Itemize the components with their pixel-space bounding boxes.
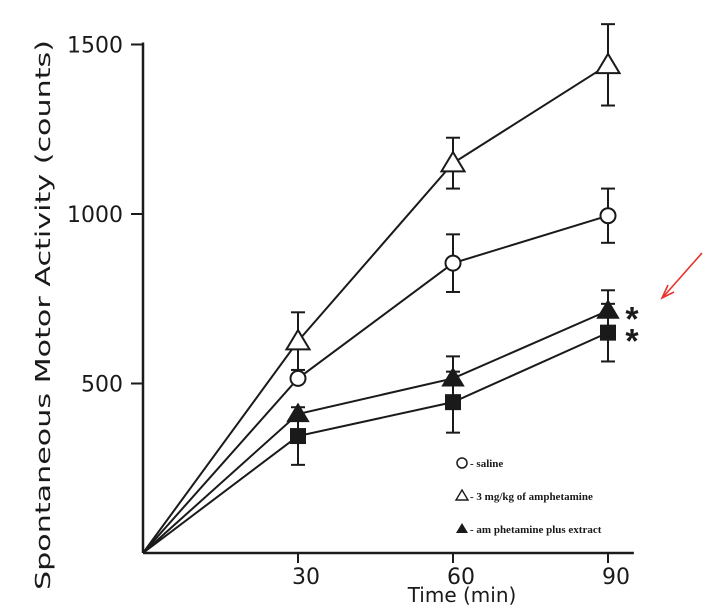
data-point [441, 366, 465, 387]
x-tick-label: 60 [447, 565, 475, 590]
legend-marker [456, 523, 468, 533]
series-line [142, 214, 609, 554]
x-tick-label: 90 [602, 565, 630, 590]
series-line [142, 63, 609, 554]
y-axis-title: Spontaneous Motor Activity (counts) [31, 40, 55, 590]
legend-label: - am phetamine plus extract [470, 524, 602, 536]
legend-item: - am phetamine plus extract [456, 523, 602, 536]
data-point [286, 402, 310, 423]
annotation-arrow-line [663, 252, 703, 297]
data-point [600, 324, 616, 341]
series-line [142, 331, 609, 554]
data-point [290, 428, 306, 445]
y-tick-label: 1500 [67, 34, 123, 59]
annotation-arrow-head [660, 284, 675, 300]
legend-label: - saline [470, 458, 503, 470]
x-axis-title: Time (min) [407, 583, 517, 607]
annotation-layer: ** [625, 252, 703, 361]
data-point [289, 369, 307, 387]
data-point [445, 394, 461, 411]
legend-layer: - saline - 3 mg/kg of amphetamine - am phe… [454, 457, 602, 536]
series-line [142, 309, 609, 554]
data-point [284, 328, 312, 351]
data-point [599, 207, 617, 225]
legend-marker [454, 488, 470, 501]
y-tick-label: 500 [81, 373, 123, 398]
axes-layer: 500 1000 1500 30 60 90 Time (min) Spontaneous M… [31, 34, 634, 607]
significance-asterisk: * [625, 301, 639, 339]
legend-marker [456, 457, 468, 469]
legend-item: - 3 mg/kg of amphetamine [454, 488, 593, 503]
legend-item: - saline [456, 457, 503, 470]
significance-asterisk: * [625, 323, 639, 361]
y-tick-label: 1000 [67, 203, 123, 228]
legend-label: - 3 mg/kg of amphetamine [470, 491, 593, 503]
x-tick-label: 30 [292, 565, 320, 590]
series-layer [142, 23, 622, 554]
data-point [444, 254, 462, 272]
data-point [594, 51, 622, 75]
data-point [596, 299, 620, 319]
data-point [439, 150, 467, 173]
